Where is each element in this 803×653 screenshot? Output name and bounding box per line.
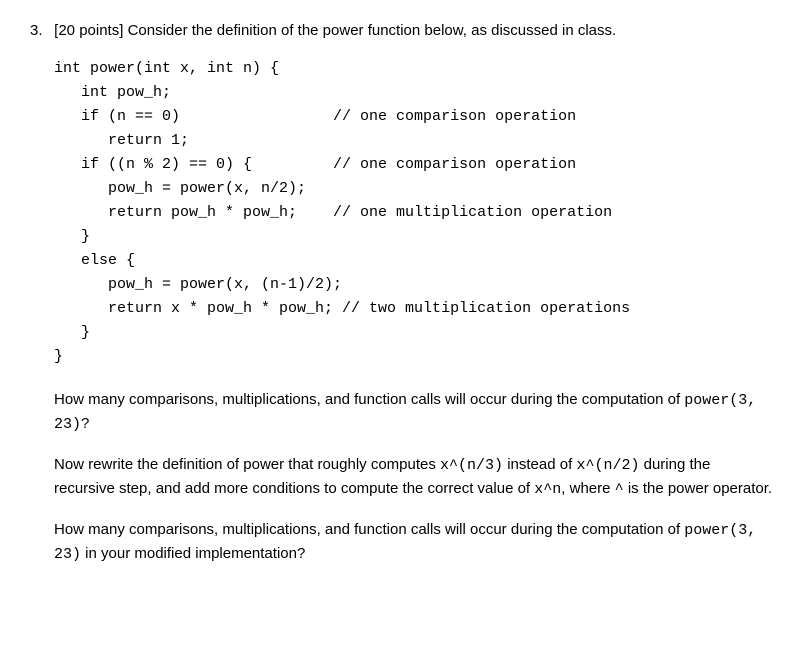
text: in your modified implementation? [81,545,305,562]
code-line: return pow_h * pow_h; // one multiplicat… [54,204,612,221]
question-number: 3. [30,20,50,41]
question-points: [20 points] [54,22,123,39]
inline-code: x^n [534,481,561,498]
code-line: pow_h = power(x, n/2); [54,180,306,197]
code-line: } [54,324,90,341]
code-line: int power(int x, int n) { [54,60,279,77]
text: is the power operator. [624,480,772,497]
text: ? [81,415,89,432]
question-header: 3. [20 points] Consider the definition o… [30,20,773,41]
code-line: return x * pow_h * pow_h; // two multipl… [54,300,630,317]
code-line: pow_h = power(x, (n-1)/2); [54,276,342,293]
inline-code: x^(n/2) [576,457,639,474]
paragraph-2: Now rewrite the definition of power that… [54,454,773,501]
code-line: return 1; [54,132,189,149]
question-prompt: Consider the definition of the power fun… [128,22,617,39]
paragraph-3: How many comparisons, multiplications, a… [54,519,773,566]
text: How many comparisons, multiplications, a… [54,391,684,408]
code-line: int pow_h; [54,84,171,101]
paragraph-1: How many comparisons, multiplications, a… [54,389,773,436]
code-line: else { [54,252,135,269]
text: , where [561,480,614,497]
code-line: if ((n % 2) == 0) { // one comparison op… [54,156,576,173]
text: instead of [503,456,576,473]
text: How many comparisons, multiplications, a… [54,521,684,538]
code-line: } [54,348,63,365]
code-block: int power(int x, int n) { int pow_h; if … [54,57,773,369]
inline-code: ^ [615,481,624,498]
text: Now rewrite the definition of power that… [54,456,440,473]
inline-code: x^(n/3) [440,457,503,474]
code-line: } [54,228,90,245]
code-line: if (n == 0) // one comparison operation [54,108,576,125]
